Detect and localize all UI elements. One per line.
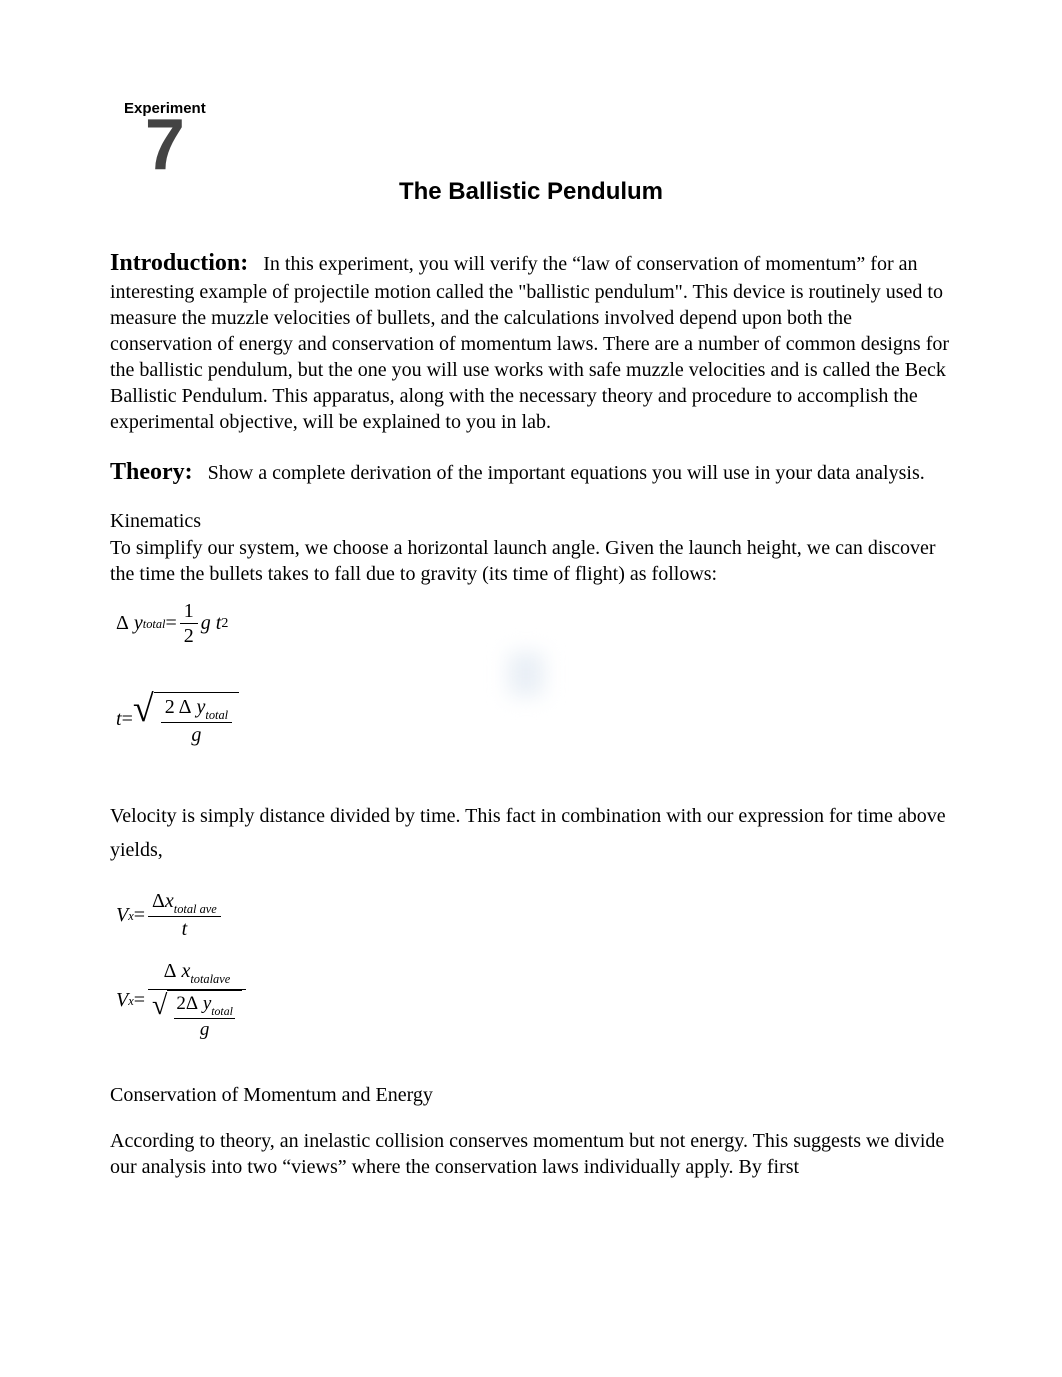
eq3-eq: = xyxy=(134,904,145,927)
eq4-inner-fraction: 2Δ ytotal g xyxy=(174,993,234,1042)
eq2-two: 2 xyxy=(165,696,175,718)
kinematics-heading: Kinematics xyxy=(110,510,952,533)
equation-t: t = √ 2 Δ ytotal g xyxy=(116,692,952,747)
theory-paragraph: Theory: Show a complete derivation of th… xyxy=(110,457,952,488)
eq2-g: g xyxy=(191,724,201,746)
eq1-frac-den: 2 xyxy=(180,624,198,648)
velocity-text: Velocity is simply distance divided by t… xyxy=(110,799,952,867)
eq2-delta: Δ xyxy=(179,696,192,718)
equation-dy: Δ ytotal = 1 2 g t2 xyxy=(116,599,952,648)
eq4-sqrt: √ 2Δ ytotal g xyxy=(152,990,242,1042)
eq4-two: 2 xyxy=(176,993,186,1014)
eq2-ysub: total xyxy=(205,708,228,722)
eq3-xsub: total ave xyxy=(174,902,217,916)
eq2-sqrt: √ 2 Δ ytotal g xyxy=(133,692,239,747)
eq2-eq: = xyxy=(122,708,133,731)
eq3-x: x xyxy=(165,890,174,912)
eq1-tsup: 2 xyxy=(221,616,228,632)
eq4-eq: = xyxy=(134,989,145,1012)
theory-text: Show a complete derivation of the import… xyxy=(208,462,925,484)
conservation-heading: Conservation of Momentum and Energy xyxy=(110,1082,952,1108)
eq3-t: t xyxy=(182,918,188,940)
eq3-V: V xyxy=(116,904,128,927)
theory-heading: Theory: xyxy=(110,459,193,485)
eq4-Vsub: x xyxy=(128,994,134,1009)
eq4-x: x xyxy=(181,960,190,982)
eq1-y: y xyxy=(134,612,143,635)
experiment-number: 7 xyxy=(124,113,206,178)
eq3-Vsub: x xyxy=(128,909,134,924)
eq4-delta-n: Δ xyxy=(164,960,177,982)
eq2-surd-icon: √ xyxy=(133,690,154,745)
eq4-g: g xyxy=(200,1019,210,1040)
eq4-V: V xyxy=(116,989,128,1012)
equation-vx1: Vx = Δxtotal ave t xyxy=(116,889,952,941)
eq1-eq: = xyxy=(165,612,176,635)
eq4-ysub: total xyxy=(211,1005,233,1018)
equation-vx2: Vx = Δ xtotalave √ 2Δ ytotal g xyxy=(116,959,952,1042)
introduction-text: In this experiment, you will verify the … xyxy=(110,253,949,433)
experiment-badge: Experiment 7 xyxy=(124,100,206,178)
eq1-fraction: 1 2 xyxy=(180,599,198,648)
eq1-g: g xyxy=(201,612,211,635)
eq1-ysub: total xyxy=(143,617,166,632)
eq4-xsub: totalave xyxy=(190,972,230,986)
eq3-fraction: Δxtotal ave t xyxy=(148,889,221,941)
eq4-surd-icon: √ xyxy=(152,992,167,1044)
eq1-frac-num: 1 xyxy=(180,599,198,624)
eq3-delta: Δ xyxy=(152,890,165,912)
introduction-paragraph: Introduction: In this experiment, you wi… xyxy=(110,248,952,435)
kinematics-text: To simplify our system, we choose a hori… xyxy=(110,535,952,587)
eq1-delta: Δ xyxy=(116,612,129,635)
conservation-text: According to theory, an inelastic collis… xyxy=(110,1128,952,1180)
eq4-delta-d: Δ xyxy=(186,993,198,1014)
page-title: The Ballistic Pendulum xyxy=(110,178,952,206)
eq4-fraction: Δ xtotalave √ 2Δ ytotal g xyxy=(148,959,246,1042)
blur-region xyxy=(508,652,544,696)
eq2-fraction: 2 Δ ytotal g xyxy=(161,695,232,747)
introduction-heading: Introduction: xyxy=(110,250,248,276)
